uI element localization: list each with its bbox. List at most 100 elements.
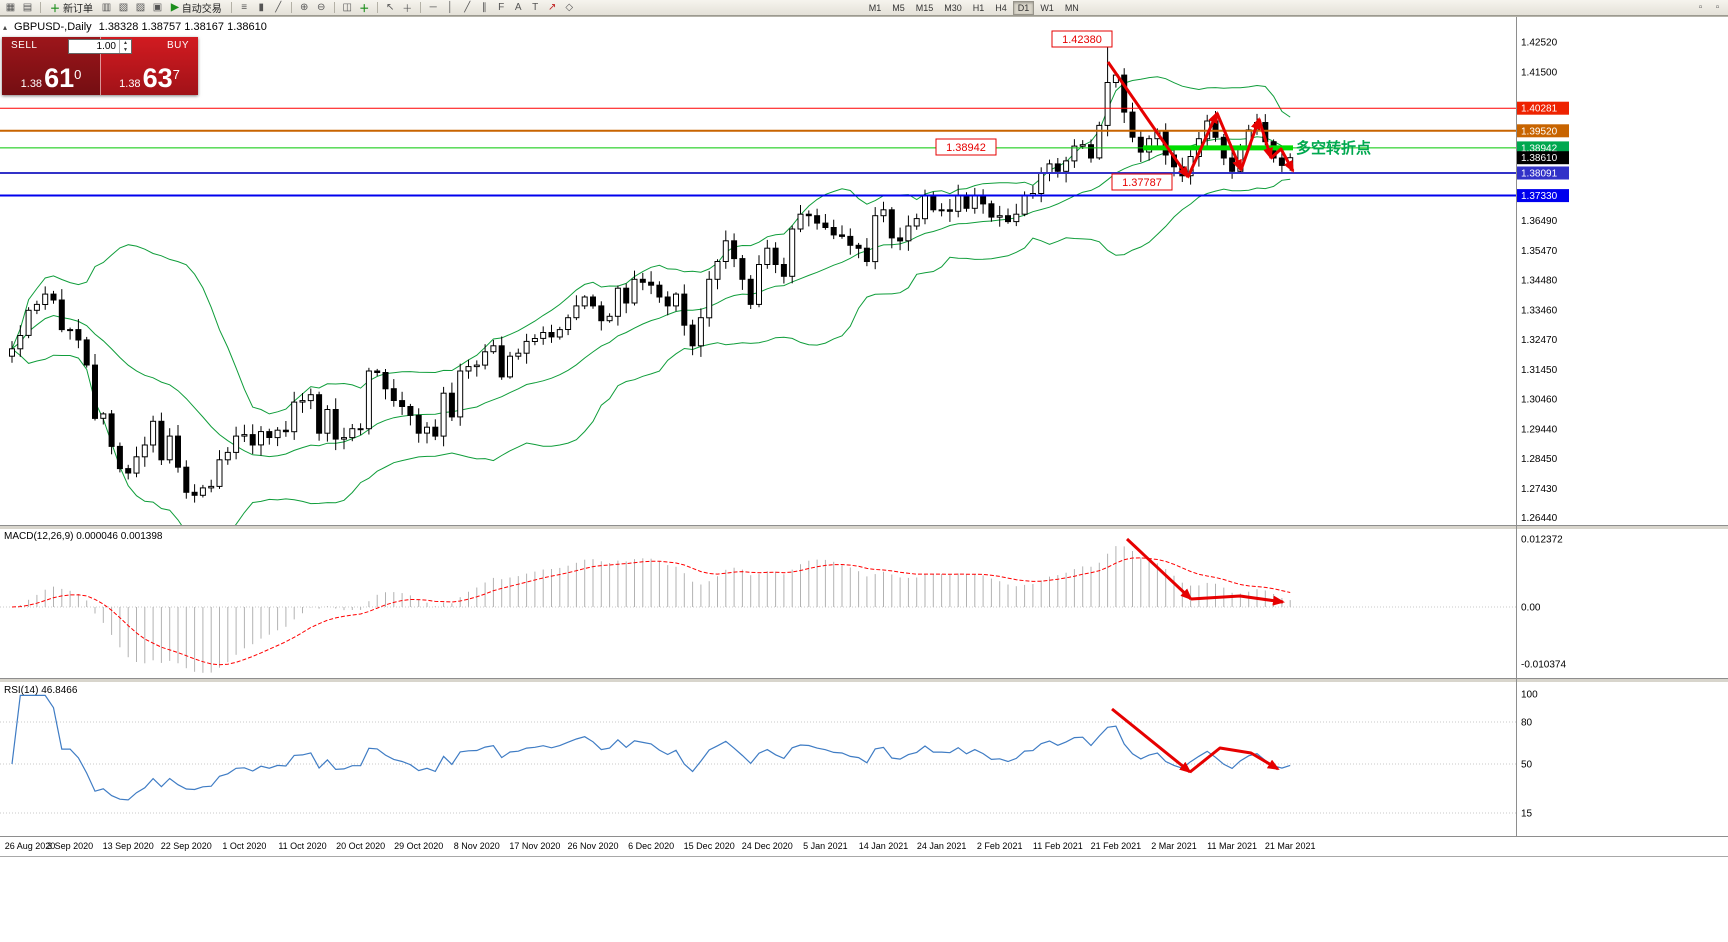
channel-icon[interactable]: ∥ bbox=[481, 2, 487, 13]
price-tag[interactable] bbox=[1517, 166, 1569, 180]
zoom-out-icon[interactable]: ⊖ bbox=[317, 2, 326, 13]
date-axis-label: 5 Jan 2021 bbox=[803, 841, 848, 851]
trend-arrow[interactable] bbox=[1257, 118, 1273, 160]
price-tag[interactable] bbox=[1517, 151, 1569, 165]
date-axis-label: 21 Mar 2021 bbox=[1265, 841, 1316, 851]
chart-ohlc-line: ▴ GBPUSD-,Daily 1.38328 1.38757 1.38167 … bbox=[3, 21, 267, 33]
new-order-button[interactable]: ＋ 新订单 bbox=[46, 1, 97, 15]
arrow-tool-icon[interactable]: ↗ bbox=[548, 2, 557, 13]
chart-shift-icon[interactable]: ▫ bbox=[1715, 2, 1720, 13]
date-axis-label: 1 Oct 2020 bbox=[222, 841, 266, 851]
trendline-icon[interactable]: ╱ bbox=[464, 2, 471, 13]
price-axis-tick: 1.32470 bbox=[1521, 335, 1558, 346]
date-axis-label: 24 Jan 2021 bbox=[917, 841, 967, 851]
turning-point-note[interactable]: 多空转折点 bbox=[1296, 139, 1371, 157]
label-icon[interactable]: T bbox=[532, 2, 539, 13]
fibonacci-icon[interactable]: F bbox=[498, 2, 505, 13]
price-axis-tick: 1.31450 bbox=[1521, 365, 1558, 376]
line-chart-icon[interactable]: ╱ bbox=[275, 2, 282, 13]
shapes-icon[interactable]: ◇ bbox=[565, 2, 574, 13]
trend-arrow[interactable] bbox=[1111, 707, 1192, 774]
price-axis-tick: 1.26440 bbox=[1521, 513, 1558, 524]
vertical-line-icon[interactable]: │ bbox=[447, 2, 454, 13]
plus-icon: ＋ bbox=[50, 4, 60, 15]
trend-arrow[interactable] bbox=[1269, 147, 1295, 173]
timeframe-m1[interactable]: M1 bbox=[868, 2, 882, 13]
crosshair-icon[interactable]: ＋ bbox=[402, 4, 413, 15]
panel-separator[interactable] bbox=[0, 678, 1728, 682]
new-chart-icon[interactable]: ▦ bbox=[5, 2, 16, 13]
date-axis-label: 15 Dec 2020 bbox=[684, 841, 735, 851]
date-axis-label: 11 Oct 2020 bbox=[278, 841, 326, 851]
timeframe-m5[interactable]: M5 bbox=[892, 2, 905, 13]
date-axis-label: 24 Dec 2020 bbox=[742, 841, 793, 851]
trend-arrow[interactable] bbox=[1190, 594, 1285, 606]
price-axis-tick: 1.28450 bbox=[1521, 454, 1558, 465]
text-icon[interactable]: A bbox=[514, 2, 522, 13]
price-tag[interactable] bbox=[1517, 124, 1569, 138]
timeframe-h4[interactable]: H4 bbox=[995, 2, 1007, 13]
sell-price-small: 1.38 bbox=[20, 78, 43, 90]
price-axis-tick: 1.36490 bbox=[1521, 216, 1558, 227]
profiles-icon[interactable]: ▤ bbox=[22, 2, 33, 13]
trend-arrow[interactable] bbox=[1125, 537, 1193, 601]
macd-axis-tick: 0.00 bbox=[1521, 603, 1541, 614]
trend-arrow[interactable] bbox=[1189, 746, 1280, 774]
date-axis-label: 13 Sep 2020 bbox=[103, 841, 154, 851]
price-tag[interactable] bbox=[1517, 101, 1569, 115]
data-window-icon[interactable]: ▧ bbox=[118, 2, 129, 13]
terminal-icon[interactable]: ▣ bbox=[152, 2, 163, 13]
price-tag[interactable] bbox=[1517, 141, 1569, 155]
trend-arrow[interactable] bbox=[1239, 117, 1261, 171]
price-callout-box[interactable] bbox=[1111, 173, 1173, 191]
macd-indicator bbox=[0, 546, 1516, 673]
cursor-icon[interactable]: ↖ bbox=[386, 2, 395, 13]
zoom-in-icon[interactable]: ⊕ bbox=[300, 2, 309, 13]
bar-chart-icon[interactable]: ≡ bbox=[241, 2, 248, 13]
price-callout-text: 1.37787 bbox=[1122, 177, 1162, 189]
horizontal-line-icon[interactable]: ─ bbox=[429, 2, 437, 13]
price-axis-tick: 1.33460 bbox=[1521, 306, 1558, 317]
market-watch-icon[interactable]: ▥ bbox=[101, 2, 112, 13]
price-tag[interactable] bbox=[1517, 189, 1569, 203]
trend-arrow[interactable] bbox=[1106, 61, 1190, 179]
date-axis-label: 22 Sep 2020 bbox=[161, 841, 212, 851]
date-axis-label: 17 Nov 2020 bbox=[509, 841, 560, 851]
date-axis-label: 2 Mar 2021 bbox=[1151, 841, 1197, 851]
sell-price-big: 61 bbox=[44, 63, 75, 93]
autotrading-button[interactable]: ▶ 自动交易 bbox=[167, 1, 226, 15]
timeframe-d1[interactable]: D1 bbox=[1012, 0, 1035, 15]
timeframe-mn[interactable]: MN bbox=[1064, 2, 1079, 13]
toolbar-separator bbox=[230, 2, 232, 13]
tile-windows-icon[interactable]: ◫ bbox=[342, 2, 352, 13]
panel-separator[interactable] bbox=[0, 525, 1728, 529]
auto-scroll-icon[interactable]: ▫ bbox=[1698, 2, 1703, 13]
date-axis-label: 20 Oct 2020 bbox=[336, 841, 385, 851]
price-axis-tick: 1.29440 bbox=[1521, 424, 1558, 435]
volume-spinner[interactable]: ▲ ▼ bbox=[119, 40, 131, 53]
price-callout-box[interactable] bbox=[935, 138, 997, 156]
date-axis-label: 11 Feb 2021 bbox=[1033, 841, 1083, 851]
one-click-collapse-icon[interactable]: ▴ bbox=[3, 22, 8, 32]
buy-price-big: 63 bbox=[142, 63, 173, 93]
trend-arrow[interactable] bbox=[1186, 111, 1219, 178]
toolbar-separator bbox=[40, 2, 41, 13]
candlestick-chart-icon[interactable]: ▮ bbox=[258, 2, 264, 13]
trend-arrow[interactable] bbox=[1215, 112, 1243, 172]
timeframe-h1[interactable]: H1 bbox=[972, 2, 985, 13]
play-icon: ▶ bbox=[171, 2, 179, 13]
rsi-header: RSI(14) 46.8466 bbox=[4, 685, 78, 696]
price-axis-tick: 1.42520 bbox=[1521, 38, 1558, 49]
timeframe-m15[interactable]: M15 bbox=[915, 2, 934, 13]
timeframe-w1[interactable]: W1 bbox=[1040, 2, 1054, 13]
price-callout-box[interactable] bbox=[1051, 30, 1113, 48]
autotrading-label: 自动交易 bbox=[181, 4, 222, 15]
navigator-icon[interactable]: ▨ bbox=[135, 2, 146, 13]
indicators-icon[interactable]: ＋ bbox=[359, 4, 370, 15]
sell-label: SELL bbox=[11, 40, 38, 51]
buy-price-sup: 7 bbox=[172, 67, 180, 82]
volume-input[interactable]: 1.00 ▲ ▼ bbox=[68, 39, 132, 54]
timeframe-m30[interactable]: M30 bbox=[944, 2, 962, 13]
rsi-axis-tick: 80 bbox=[1521, 718, 1533, 729]
